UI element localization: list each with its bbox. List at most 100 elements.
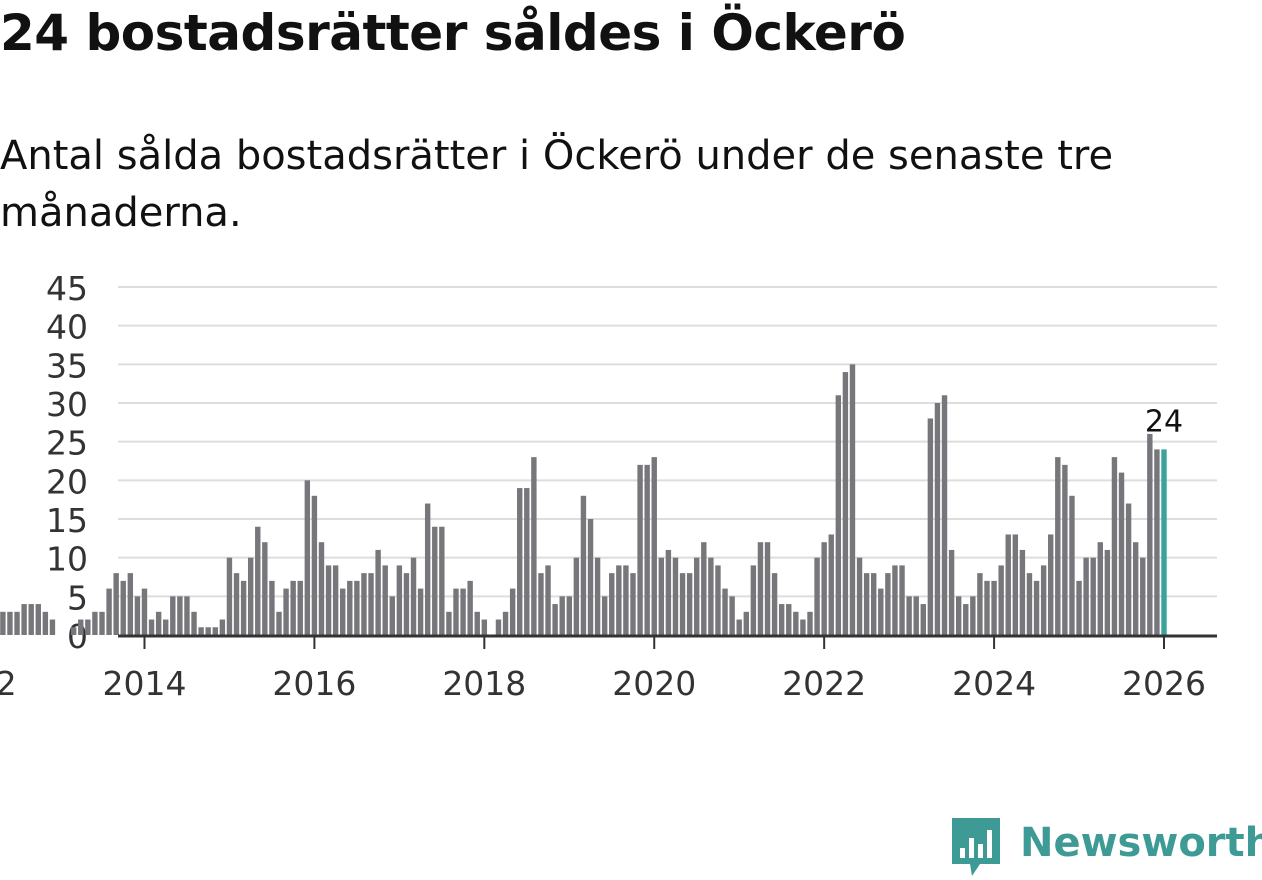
bar — [509, 588, 516, 635]
bar — [283, 588, 289, 635]
bar — [906, 596, 912, 635]
bar — [1062, 464, 1068, 635]
bar — [240, 580, 247, 635]
y-tick-label: 0 — [67, 617, 88, 656]
bar — [524, 488, 530, 635]
y-tick-label: 20 — [46, 462, 88, 501]
bar — [1005, 534, 1011, 635]
bar — [835, 395, 842, 635]
bar — [361, 573, 367, 635]
x-tick-label: 2022 — [782, 664, 866, 703]
y-tick-label: 30 — [46, 385, 88, 424]
bar — [1040, 565, 1047, 635]
bar — [665, 549, 672, 635]
bar — [1048, 534, 1054, 635]
newsworthy-logo-icon — [952, 818, 1000, 876]
bar — [212, 627, 218, 635]
bar — [517, 488, 523, 635]
bar — [757, 542, 764, 635]
bar — [432, 526, 438, 635]
bar — [276, 611, 282, 635]
bar — [658, 557, 665, 635]
bar — [573, 557, 580, 635]
bar — [609, 573, 615, 635]
bar — [1132, 542, 1139, 635]
y-tick-label: 5 — [67, 578, 88, 617]
bar — [694, 557, 700, 635]
bar — [424, 503, 431, 635]
bar — [1118, 472, 1125, 635]
bar — [715, 565, 721, 635]
bar — [991, 580, 997, 635]
bar — [594, 557, 601, 635]
bar — [814, 557, 820, 635]
bar — [800, 619, 806, 635]
bar — [70, 627, 77, 635]
bar — [120, 580, 126, 635]
bar — [474, 611, 480, 635]
bar — [821, 542, 827, 635]
bar — [170, 596, 176, 635]
bar — [892, 565, 898, 635]
bar — [885, 573, 891, 635]
bar — [42, 611, 49, 635]
bar — [1012, 534, 1019, 635]
bar — [446, 611, 452, 635]
bar — [28, 604, 34, 635]
bar — [1055, 457, 1061, 635]
bar — [269, 580, 275, 635]
bar — [191, 611, 197, 635]
bar — [637, 464, 643, 635]
bar — [764, 542, 771, 635]
bar — [1019, 549, 1026, 635]
bar — [786, 604, 792, 635]
bar — [453, 588, 459, 635]
bar — [340, 588, 346, 635]
bar — [644, 464, 650, 635]
bar — [899, 565, 905, 635]
bar — [778, 604, 785, 635]
bar — [290, 580, 296, 635]
bar — [1033, 580, 1040, 635]
bar — [502, 611, 509, 635]
bar — [403, 573, 410, 635]
bar — [226, 557, 233, 635]
bar — [7, 611, 13, 635]
bar — [630, 573, 636, 635]
bar — [247, 557, 254, 635]
bar — [722, 588, 728, 635]
bar — [601, 596, 608, 635]
bar — [920, 604, 926, 635]
bar — [318, 542, 325, 635]
x-tick-label: 2016 — [272, 664, 356, 703]
bar — [375, 549, 381, 635]
bar — [863, 573, 870, 635]
bar — [1026, 573, 1033, 635]
bar — [495, 619, 502, 635]
bar — [580, 495, 587, 635]
bar — [807, 611, 813, 635]
bar — [354, 580, 360, 635]
bar — [934, 403, 941, 635]
bar — [205, 627, 211, 635]
bar — [948, 549, 955, 635]
bar — [389, 596, 395, 635]
bar — [481, 619, 488, 635]
bar — [559, 596, 565, 635]
bar — [941, 395, 948, 635]
y-tick-label: 45 — [46, 269, 88, 308]
x-tick-label: 2012 — [0, 664, 17, 703]
bar — [651, 457, 657, 635]
bar — [587, 519, 594, 635]
bar — [1090, 557, 1096, 635]
bar — [842, 372, 849, 635]
bar — [729, 596, 735, 635]
bar — [1069, 495, 1075, 635]
bar — [155, 611, 162, 635]
newsworthy-logo[interactable]: Newsworthy — [950, 816, 1262, 880]
bar — [325, 565, 332, 635]
bar — [198, 627, 204, 635]
bar — [113, 573, 119, 635]
bar — [460, 588, 466, 635]
bar — [686, 573, 693, 635]
